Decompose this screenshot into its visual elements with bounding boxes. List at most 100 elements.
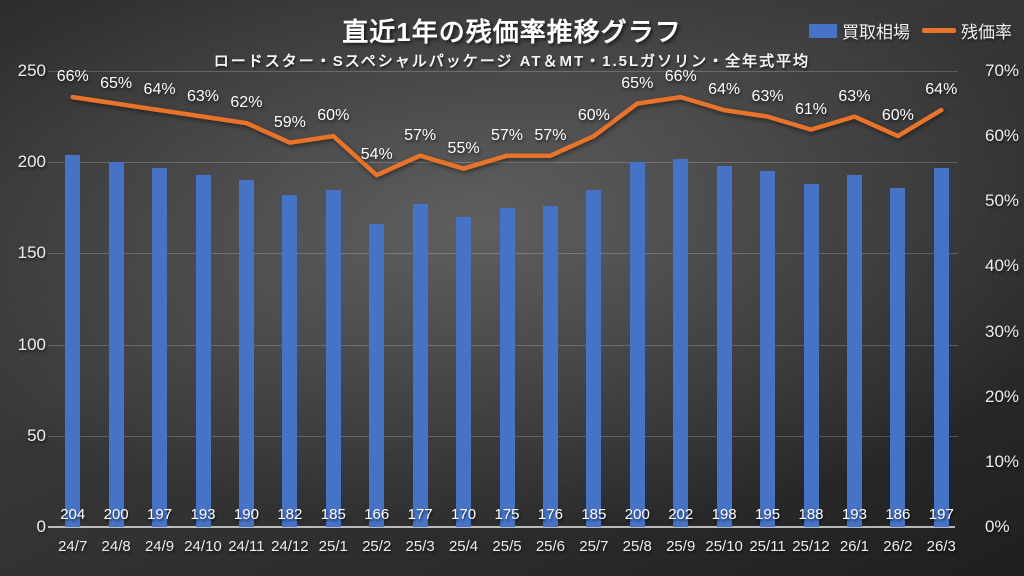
legend-label-bar: 買取相場	[842, 23, 910, 42]
bar-24/8	[108, 162, 124, 527]
x-tick-label-25/10: 25/10	[705, 538, 743, 555]
x-tick-label-25/2: 25/2	[362, 538, 392, 555]
x-tick-label-25/11: 25/11	[749, 538, 786, 555]
bar-value-label-25/11: 195	[755, 506, 781, 523]
bar-value-label-25/8: 200	[624, 506, 650, 523]
left-axis-tick-0: 0	[36, 517, 46, 536]
bar-25/10	[716, 165, 732, 527]
bar-26/1	[846, 174, 862, 527]
x-tick-label-24/8: 24/8	[101, 538, 131, 555]
bar-value-label-24/11: 190	[233, 506, 259, 523]
bar-26/3	[933, 167, 949, 527]
x-tick-label-24/9: 24/9	[144, 538, 175, 555]
bar-25/5	[499, 207, 515, 527]
bar-25/1	[325, 189, 341, 527]
bar-25/9	[673, 158, 689, 527]
bar-value-label-24/7: 204	[60, 506, 86, 523]
bar-value-label-25/7: 185	[581, 506, 607, 523]
pct-label-25/5: 57%	[490, 126, 524, 144]
x-tick-label-24/11: 24/11	[228, 538, 265, 555]
bar-value-label-24/12: 182	[277, 506, 303, 523]
bar-value-label-25/2: 166	[364, 506, 390, 523]
right-axis-tick-30%: 30%	[985, 321, 1020, 341]
pct-label-25/3: 57%	[404, 126, 437, 144]
legend-label-line: 残価率	[961, 23, 1012, 42]
x-tick-label-25/1: 25/1	[318, 538, 348, 555]
left-axis-tick-100: 100	[17, 334, 46, 354]
bar-value-label-24/8: 200	[103, 506, 129, 523]
bar-value-label-25/4: 170	[451, 506, 477, 523]
x-tick-label-26/2: 26/2	[883, 538, 913, 555]
bar-value-label-26/1: 193	[841, 506, 867, 523]
pct-label-26/3: 64%	[925, 81, 958, 99]
x-tick-label-25/9: 25/9	[666, 538, 696, 555]
x-tick-label-25/12: 25/12	[792, 538, 830, 555]
right-axis-tick-50%: 50%	[985, 191, 1020, 211]
pct-label-24/8: 65%	[100, 74, 133, 92]
bar-25/4	[456, 216, 472, 527]
chart-subtitle: ロードスター・Sスペシャルパッケージ AT＆MT・1.5Lガソリン・全年式平均	[213, 53, 811, 70]
bar-value-label-26/3: 197	[928, 506, 954, 523]
x-tick-label-24/12: 24/12	[271, 538, 309, 555]
bar-value-label-24/9: 197	[147, 506, 173, 523]
pct-label-26/1: 63%	[838, 87, 871, 105]
bar-25/2	[369, 224, 385, 527]
line-series-swatch-icon	[922, 28, 956, 33]
bar-24/9	[152, 167, 168, 527]
chart-title: 直近1年の残価率推移グラフ	[342, 17, 682, 47]
x-tick-label-25/7: 25/7	[579, 538, 609, 555]
pct-label-24/10: 63%	[186, 87, 220, 105]
bar-value-label-25/1: 185	[320, 506, 346, 523]
x-tick-label-25/6: 25/6	[535, 538, 566, 555]
bar-25/12	[803, 184, 819, 527]
pct-label-25/1: 60%	[317, 107, 350, 125]
x-tick-label-25/4: 25/4	[448, 538, 479, 555]
pct-label-25/11: 63%	[751, 87, 784, 105]
x-tick-label-24/7: 24/7	[58, 538, 88, 555]
bar-value-label-25/3: 177	[407, 506, 433, 523]
gridline-200	[48, 162, 958, 164]
residual-rate-line	[70, 94, 944, 178]
bar-series-swatch-icon	[809, 23, 837, 38]
bar-25/6	[542, 205, 558, 527]
pct-label-25/7: 60%	[577, 107, 610, 125]
right-axis-tick-20%: 20%	[985, 386, 1020, 406]
legend-item-line: 残価率	[922, 18, 1012, 43]
legend: 買取相場 残価率	[809, 18, 1012, 43]
right-axis-tick-0%: 0%	[985, 517, 1010, 536]
bar-24/11	[238, 180, 254, 527]
pct-label-25/2: 54%	[360, 146, 393, 164]
pct-label-25/9: 66%	[664, 68, 697, 86]
x-tick-label-25/5: 25/5	[492, 538, 522, 555]
bar-25/7	[586, 189, 602, 527]
bar-value-label-26/2: 186	[885, 506, 911, 523]
x-tick-label-25/3: 25/3	[405, 538, 435, 555]
pct-label-24/11: 62%	[230, 94, 263, 112]
bar-25/11	[760, 171, 776, 527]
bar-24/10	[195, 174, 211, 527]
pct-label-24/9: 64%	[143, 81, 176, 99]
bar-value-label-24/10: 193	[190, 506, 216, 523]
bar-value-label-25/9: 202	[668, 506, 694, 523]
bar-25/3	[412, 204, 428, 527]
bar-value-label-25/5: 175	[494, 506, 520, 523]
x-tick-label-25/8: 25/8	[622, 538, 652, 555]
pct-label-25/6: 57%	[534, 126, 567, 144]
bar-value-label-25/10: 198	[711, 506, 737, 523]
bar-24/12	[282, 195, 298, 527]
legend-item-bar: 買取相場	[809, 18, 910, 43]
pct-label-25/4: 55%	[447, 139, 480, 157]
bar-26/2	[890, 187, 906, 527]
pct-label-25/10: 64%	[708, 81, 741, 99]
left-axis-tick-250: 250	[17, 61, 46, 80]
right-axis-tick-60%: 60%	[985, 126, 1020, 146]
pct-label-26/2: 60%	[881, 107, 914, 125]
gridline-250	[48, 71, 958, 72]
right-axis-tick-70%: 70%	[985, 61, 1020, 80]
x-tick-label-24/10: 24/10	[184, 538, 222, 555]
